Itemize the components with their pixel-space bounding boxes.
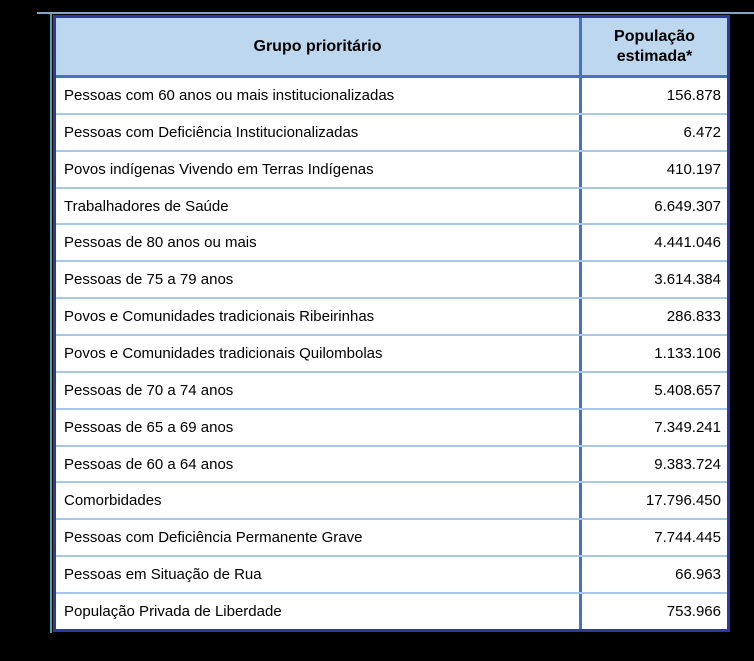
group-cell: Pessoas de 60 a 64 anos	[56, 446, 582, 482]
population-cell: 156.878	[666, 86, 721, 104]
population-cell: 7.744.445	[654, 529, 721, 547]
group-cell: Pessoas em Situação de Rua	[56, 557, 582, 593]
table-row: Pessoas com 60 anos ou mais instituciona…	[56, 78, 727, 113]
table-row: Pessoas com Deficiência Institucionaliza…	[56, 112, 727, 150]
column-header-group: Grupo prioritário	[56, 18, 582, 75]
table-row: Pessoas em Situação de Rua 66.963	[56, 555, 727, 593]
population-cell: 1.133.106	[654, 344, 721, 362]
table-row: Pessoas com Deficiência Permanente Grave…	[56, 518, 727, 556]
table-row: Pessoas de 60 a 64 anos 9.383.724	[56, 444, 727, 482]
population-cell: 286.833	[666, 308, 721, 326]
table-row: Pessoas de 70 a 74 anos 5.408.657	[56, 370, 727, 408]
group-cell: Comorbidades	[56, 483, 582, 519]
population-cell: 6.472	[683, 123, 721, 141]
table-row: Povos e Comunidades tradicionais Ribeiri…	[56, 297, 727, 335]
group-cell: Povos e Comunidades tradicionais Ribeiri…	[56, 299, 582, 335]
priority-groups-table: Grupo prioritário População estimada* Pe…	[53, 15, 730, 632]
table-row: Pessoas de 80 anos ou mais 4.441.046	[56, 223, 727, 261]
population-cell: 9.383.724	[654, 455, 721, 473]
table-header-row: Grupo prioritário População estimada*	[56, 18, 727, 78]
left-artifact-line	[50, 14, 52, 633]
population-cell: 5.408.657	[654, 381, 721, 399]
table-row: Povos e Comunidades tradicionais Quilomb…	[56, 334, 727, 371]
top-artifact-line	[37, 12, 754, 14]
column-header-population: População estimada*	[614, 27, 695, 65]
population-cell: 17.796.450	[645, 492, 721, 510]
group-cell: Pessoas de 65 a 69 anos	[56, 409, 582, 445]
group-cell: Pessoas com Deficiência Institucionaliza…	[56, 114, 582, 150]
population-cell: 3.614.384	[654, 271, 721, 289]
population-cell: 66.963	[675, 566, 721, 584]
group-cell: Pessoas de 70 a 74 anos	[56, 372, 582, 408]
table-row: Povos indígenas Vivendo em Terras Indíge…	[56, 149, 727, 187]
table-row: Comorbidades 17.796.450	[56, 481, 727, 519]
group-cell: Pessoas com 60 anos ou mais instituciona…	[56, 78, 582, 113]
population-cell: 6.649.307	[654, 197, 721, 215]
table-row: População Privada de Liberdade 753.966	[56, 592, 727, 629]
group-cell: População Privada de Liberdade	[56, 594, 582, 629]
group-cell: Pessoas com Deficiência Permanente Grave	[56, 520, 582, 556]
group-cell: Povos e Comunidades tradicionais Quilomb…	[56, 336, 582, 371]
group-cell: Trabalhadores de Saúde	[56, 188, 582, 224]
group-cell: Pessoas de 80 anos ou mais	[56, 225, 582, 261]
group-cell: Pessoas de 75 a 79 anos	[56, 262, 582, 298]
population-cell: 4.441.046	[654, 234, 721, 252]
group-cell: Povos indígenas Vivendo em Terras Indíge…	[56, 151, 582, 187]
population-cell: 7.349.241	[654, 418, 721, 436]
table-row: Trabalhadores de Saúde 6.649.307	[56, 186, 727, 224]
table-row: Pessoas de 75 a 79 anos 3.614.384	[56, 260, 727, 298]
table-row: Pessoas de 65 a 69 anos 7.349.241	[56, 407, 727, 445]
population-cell: 753.966	[666, 602, 721, 620]
population-cell: 410.197	[666, 160, 721, 178]
